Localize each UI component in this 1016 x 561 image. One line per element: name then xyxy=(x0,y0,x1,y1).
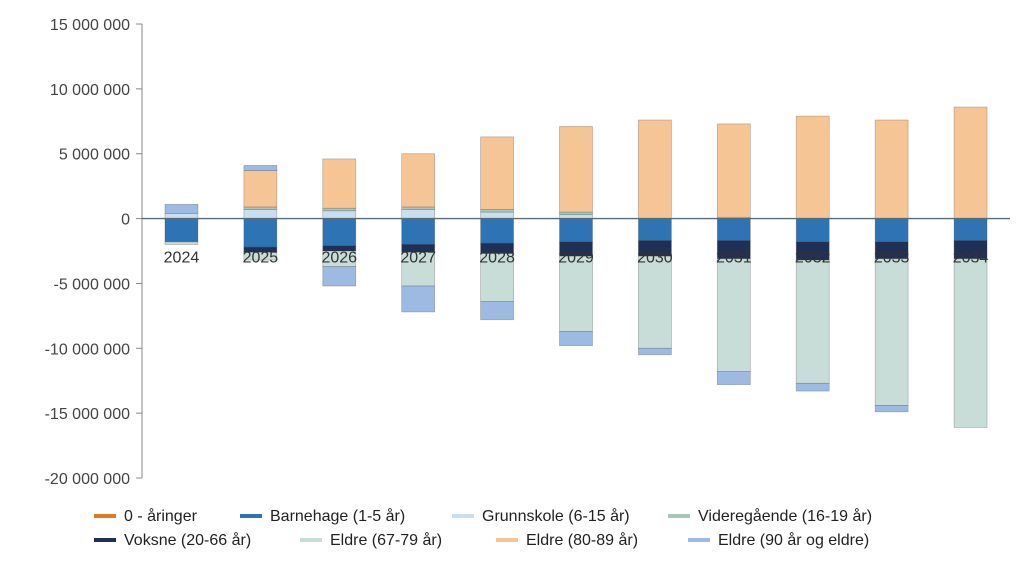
bar-segment: Eldre (67-79 år) 2033: -11300000 xyxy=(874,258,909,406)
legend-item: Eldre (67-79 år) xyxy=(300,531,442,549)
bar-segment: Barnehage (1-5 år) 2030: -1700000 xyxy=(638,218,672,241)
bar-segment: Barnehage (1-5 år) 2029: -1800000 xyxy=(559,218,593,243)
x-category-label: 2025 xyxy=(243,250,279,267)
legend-item: Voksne (20-66 år) xyxy=(94,531,251,549)
bar-segment: Eldre (67-79 år) 2031: -8700000 xyxy=(716,258,751,372)
bar-segment: Eldre (90 år og eldre) 2032: -600000 xyxy=(795,382,830,392)
bar-segment: Eldre (67-79 år) 2025: -600000 xyxy=(243,251,278,261)
bar-segment: Barnehage (1-5 år) 2026: -2100000 xyxy=(322,218,357,247)
bar-segment: Eldre (80-89 år) 2026: 3800000 xyxy=(322,158,357,209)
legend-label: Grunnskole (6-15 år) xyxy=(482,507,630,525)
legend-swatch xyxy=(94,538,116,542)
legend-swatch xyxy=(240,514,262,518)
y-tick-label: -5 000 000 xyxy=(53,276,130,293)
legend-label: 0 - åringer xyxy=(124,507,198,525)
legend-swatch xyxy=(94,514,116,518)
bar-segment: Eldre (67-79 år) 2034: -13000000 xyxy=(953,258,988,428)
bar-segment: Voksne (20-66 år) 2027: -600000 xyxy=(401,244,436,253)
legend-swatch xyxy=(688,538,710,542)
bar-segment: Barnehage (1-5 år) 2031: -1700000 xyxy=(716,218,751,241)
bar-segment: Eldre (67-79 år) 2029: -5800000 xyxy=(559,255,593,332)
x-category-label: 2026 xyxy=(321,250,357,267)
x-category-label: 2024 xyxy=(164,250,200,267)
x-category-label: 2027 xyxy=(400,250,436,267)
legend-label: Barnehage (1-5 år) xyxy=(270,507,405,525)
legend-label: Videregående (16-19 år) xyxy=(698,507,872,525)
y-tick-label: 5 000 000 xyxy=(59,147,130,164)
y-tick-label: 15 000 000 xyxy=(50,17,130,34)
bars-group: Barnehage (1-5 år) 2024: -1800000Grunnsk… xyxy=(164,106,988,428)
bar-segment: Barnehage (1-5 år) 2028: -1900000 xyxy=(480,218,514,244)
x-category-label: 2029 xyxy=(558,250,594,267)
y-tick-label: 10 000 000 xyxy=(50,82,130,99)
bar-segment: Eldre (67-79 år) 2032: -9500000 xyxy=(795,259,830,384)
bar-segment: Eldre (80-89 år) 2032: 7900000 xyxy=(795,115,830,219)
bar-segment: Eldre (80-89 år) 2028: 5600000 xyxy=(480,136,514,210)
bar-segment: Eldre (80-89 år) 2030: 7600000 xyxy=(638,119,672,219)
bar-segment: Eldre (80-89 år) 2033: 7600000 xyxy=(874,119,909,219)
x-category-label: 2034 xyxy=(953,250,989,267)
bar-segment: Eldre (80-89 år) 2029: 6600000 xyxy=(559,126,593,213)
y-tick-label: -20 000 000 xyxy=(45,471,131,488)
bar-segment: Barnehage (1-5 år) 2024: -1800000 xyxy=(164,218,199,243)
bar-segment: Grunnskole (6-15 år) 2024: 400000 xyxy=(164,213,199,219)
legend-item: Eldre (80-89 år) xyxy=(496,531,638,549)
bar-segment: Barnehage (1-5 år) 2025: -2200000 xyxy=(243,218,278,248)
bar-segment: Eldre (90 år og eldre) 2029: -1100000 xyxy=(559,331,593,347)
bar-segment: Grunnskole (6-15 år) 2025: 700000 xyxy=(243,209,278,219)
legend-swatch xyxy=(452,514,474,518)
x-category-label: 2033 xyxy=(874,250,910,267)
legend-item: Videregående (16-19 år) xyxy=(668,507,872,525)
bar-segment: Barnehage (1-5 år) 2032: -1800000 xyxy=(795,218,830,243)
legend-label: Eldre (67-79 år) xyxy=(330,531,442,549)
bar-segment: Grunnskole (6-15 år) 2026: 600000 xyxy=(322,210,357,219)
legend-swatch xyxy=(300,538,322,542)
bar-segment: Barnehage (1-5 år) 2033: -1800000 xyxy=(874,218,909,243)
bar-segment: Eldre (80-89 år) 2034: 8600000 xyxy=(953,106,988,219)
x-category-label: 2028 xyxy=(479,250,515,267)
legend-label: Voksne (20-66 år) xyxy=(124,531,251,549)
legend-item: Grunnskole (6-15 år) xyxy=(452,507,630,525)
x-category-label: 2030 xyxy=(637,250,673,267)
legend-label: Eldre (90 år og eldre) xyxy=(718,531,869,549)
legend-swatch xyxy=(668,514,690,518)
legend-swatch xyxy=(496,538,518,542)
bar-segment: Barnehage (1-5 år) 2034: -1700000 xyxy=(953,218,988,241)
bar-segment: Voksne (20-66 år) 2025: -400000 xyxy=(243,246,278,253)
legend-label: Eldre (80-89 år) xyxy=(526,531,638,549)
y-tick-label: -15 000 000 xyxy=(45,406,131,423)
bar-segment: Eldre (90 år og eldre) 2025: 400000 xyxy=(243,165,278,171)
legend-item: 0 - åringer xyxy=(94,507,198,525)
legend-item: Barnehage (1-5 år) xyxy=(240,507,405,525)
x-category-label: 2032 xyxy=(795,250,831,267)
bar-segment: Eldre (90 år og eldre) 2024: 700000 xyxy=(164,203,199,214)
bar-segment: Eldre (67-79 år) 2030: -7100000 xyxy=(638,255,672,349)
x-category-label: 2031 xyxy=(716,250,752,267)
legend-item: Eldre (90 år og eldre) xyxy=(688,531,869,549)
bar-segment: Eldre (80-89 år) 2025: 2800000 xyxy=(243,170,278,208)
y-tick-label: -10 000 000 xyxy=(45,341,131,358)
bar-segment: Eldre (80-89 år) 2031: 7200000 xyxy=(716,123,751,218)
bar-segment: Eldre (80-89 år) 2027: 4100000 xyxy=(401,153,436,208)
bar-segment: Eldre (90 år og eldre) 2028: -1400000 xyxy=(480,301,514,321)
bar-segment: Grunnskole (6-15 år) 2027: 700000 xyxy=(401,209,436,219)
y-tick-label: 0 xyxy=(121,212,130,229)
